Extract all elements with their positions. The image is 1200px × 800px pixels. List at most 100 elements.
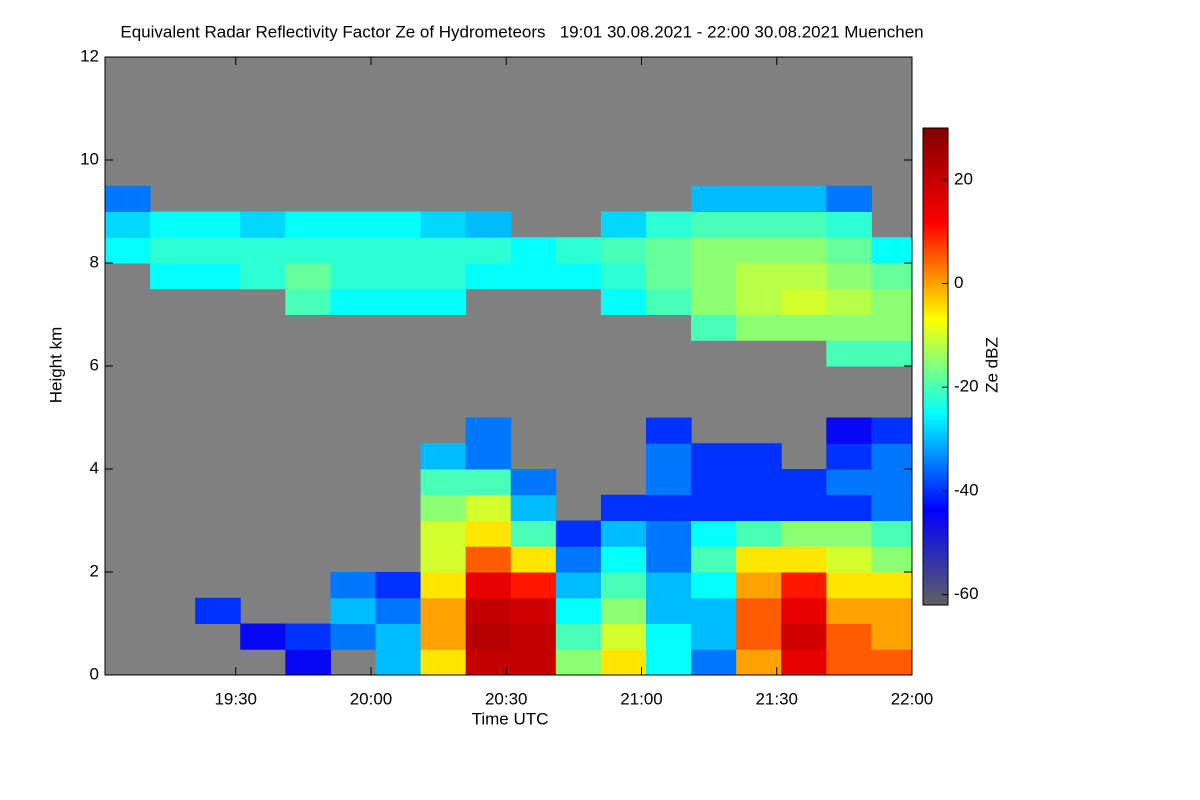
heatmap-cell <box>646 417 692 444</box>
heatmap-cell <box>781 649 827 676</box>
heatmap-cell <box>826 443 872 470</box>
chart-title: Equivalent Radar Reflectivity Factor Ze … <box>120 22 923 41</box>
heatmap-cell <box>420 263 467 290</box>
heatmap-cell <box>555 572 602 599</box>
heatmap-cell <box>465 597 512 624</box>
y-tick-label: 6 <box>90 355 99 374</box>
heatmap-cell <box>826 546 872 573</box>
heatmap-cell <box>330 597 377 624</box>
heatmap-cell <box>826 469 872 496</box>
heatmap-cell <box>646 288 692 315</box>
x-tick-label: 22:00 <box>891 689 934 708</box>
heatmap-cell <box>646 263 692 290</box>
heatmap-cell <box>240 263 286 290</box>
heatmap-cell <box>871 237 913 264</box>
heatmap-cell <box>600 546 647 573</box>
heatmap-cell <box>600 237 647 264</box>
heatmap-cell <box>285 649 331 676</box>
heatmap-cell <box>240 623 286 650</box>
heatmap-cell <box>781 237 827 264</box>
heatmap-cell <box>510 597 557 624</box>
heatmap-cell <box>510 546 557 573</box>
heatmap-cell <box>736 572 782 599</box>
heatmap-cell <box>330 623 377 650</box>
heatmap-cell <box>375 597 422 624</box>
heatmap-cell <box>646 443 692 470</box>
heatmap-cell <box>420 469 467 496</box>
heatmap-cell <box>781 288 827 315</box>
heatmap-cell <box>871 443 913 470</box>
heatmap-cell <box>871 314 913 341</box>
heatmap-cell <box>826 597 872 624</box>
heatmap-cell <box>510 649 557 676</box>
heatmap-cell <box>691 443 737 470</box>
heatmap-cell <box>691 469 737 496</box>
heatmap-cell <box>871 520 913 547</box>
heatmap-cell <box>555 520 602 547</box>
heatmap-cell <box>826 314 872 341</box>
heatmap-cell <box>105 211 151 238</box>
heatmap-cell <box>646 649 692 676</box>
heatmap-cell <box>285 237 331 264</box>
heatmap-cell <box>871 649 913 676</box>
heatmap-cell <box>420 520 467 547</box>
colorbar-tick-label: 20 <box>954 169 973 188</box>
heatmap-cell <box>555 649 602 676</box>
heatmap-cell <box>105 185 151 212</box>
heatmap-cell <box>285 211 331 238</box>
heatmap-cell <box>600 288 647 315</box>
heatmap-cell <box>420 288 467 315</box>
heatmap-cell <box>465 520 512 547</box>
heatmap-cell <box>646 469 692 496</box>
heatmap-cell <box>600 572 647 599</box>
heatmap-cell <box>691 546 737 573</box>
heatmap-cell <box>195 211 241 238</box>
heatmap-cell <box>871 288 913 315</box>
heatmap-cell <box>646 597 692 624</box>
heatmap-cell <box>375 572 422 599</box>
x-tick-label: 19:30 <box>214 689 257 708</box>
heatmap-cell <box>420 494 467 521</box>
heatmap-cell <box>781 314 827 341</box>
heatmap-cell <box>420 211 467 238</box>
heatmap-cell <box>826 649 872 676</box>
heatmap-cell <box>736 314 782 341</box>
heatmap-cell <box>420 546 467 573</box>
heatmap-cell <box>691 623 737 650</box>
heatmap-cell <box>691 649 737 676</box>
heatmap-cell <box>555 623 602 650</box>
heatmap-cell <box>150 211 196 238</box>
heatmap-cell <box>736 469 782 496</box>
heatmap-cell <box>736 623 782 650</box>
heatmap-cell <box>646 520 692 547</box>
heatmap-cell <box>510 494 557 521</box>
heatmap-cell <box>826 185 872 212</box>
heatmap-cell <box>555 263 602 290</box>
heatmap-cell <box>600 623 647 650</box>
heatmap-cell <box>510 520 557 547</box>
heatmap-cell <box>420 237 467 264</box>
heatmap-cell <box>691 572 737 599</box>
heatmap-cell <box>465 623 512 650</box>
heatmap-cell <box>826 237 872 264</box>
y-tick-label: 8 <box>90 252 99 271</box>
heatmap-cell <box>691 237 737 264</box>
x-tick-label: 20:30 <box>485 689 528 708</box>
heatmap-cell <box>826 494 872 521</box>
heatmap-cell <box>375 211 422 238</box>
heatmap-cell <box>691 288 737 315</box>
heatmap-cell <box>781 520 827 547</box>
heatmap-cell <box>465 211 512 238</box>
heatmap-cell <box>736 237 782 264</box>
colorbar <box>922 127 949 606</box>
heatmap-cell <box>646 494 692 521</box>
heatmap-cell <box>691 314 737 341</box>
heatmap-cell <box>646 211 692 238</box>
heatmap-cell <box>691 211 737 238</box>
heatmap-cell <box>150 263 196 290</box>
heatmap-cell <box>465 546 512 573</box>
heatmap-cell <box>510 623 557 650</box>
heatmap-cell <box>510 469 557 496</box>
heatmap-cell <box>375 288 422 315</box>
heatmap-cell <box>691 520 737 547</box>
